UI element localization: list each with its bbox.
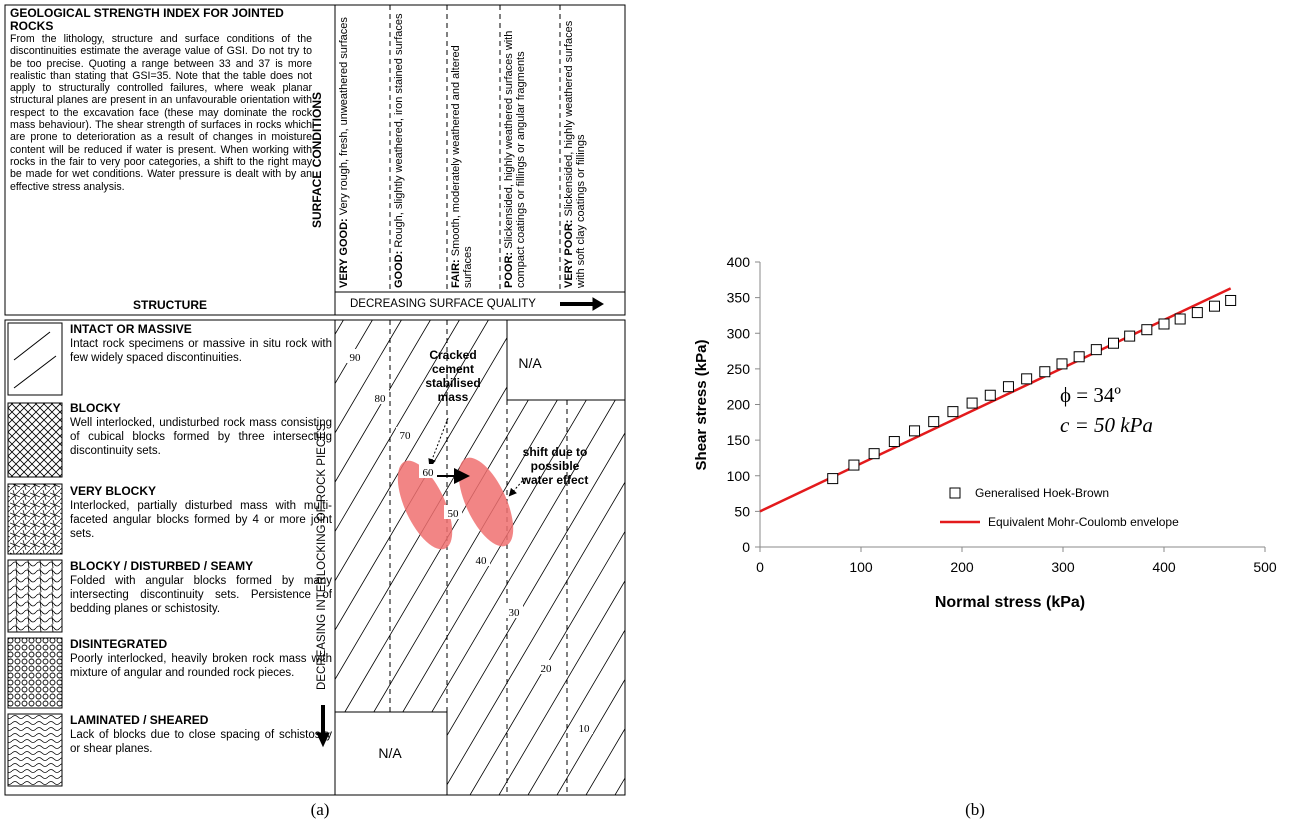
condition-name: FAIR: bbox=[450, 259, 462, 288]
point bbox=[985, 390, 995, 400]
point bbox=[828, 474, 838, 484]
caption: (b) bbox=[965, 800, 985, 819]
y-tick-label: 200 bbox=[727, 397, 751, 413]
structure-title: INTACT OR MASSIVE bbox=[70, 322, 332, 336]
legend-swatch bbox=[950, 488, 960, 498]
structure-text: Poorly interlocked, heavily broken rock … bbox=[70, 652, 332, 680]
structure-title: BLOCKY bbox=[70, 401, 332, 415]
x-tick-label: 200 bbox=[950, 559, 974, 575]
point bbox=[1003, 382, 1013, 392]
condition-text: Very rough, fresh, unweathered surfaces bbox=[338, 17, 350, 218]
surface-condition: VERY GOOD: Very rough, fresh, unweathere… bbox=[338, 8, 390, 288]
surface-condition: FAIR: Smooth, moderately weathered and a… bbox=[450, 8, 502, 288]
quality-label: DECREASING SURFACE QUALITY bbox=[350, 298, 536, 310]
gsi-description: From the lithology, structure and surfac… bbox=[10, 33, 312, 193]
structure-icons bbox=[8, 323, 62, 786]
y-tick-label: 150 bbox=[727, 432, 751, 448]
surface-condition: VERY POOR: Slickensided, highly weathere… bbox=[563, 8, 615, 288]
contour-line bbox=[586, 320, 865, 795]
point bbox=[929, 417, 939, 427]
x-tick-label: 0 bbox=[756, 559, 764, 575]
condition-name: POOR: bbox=[503, 252, 515, 288]
point bbox=[869, 449, 879, 459]
point bbox=[1109, 338, 1119, 348]
point bbox=[1192, 308, 1202, 318]
legend-label: Generalised Hoek-Brown bbox=[975, 486, 1109, 500]
na-label: N/A bbox=[378, 745, 402, 761]
condition-text: Smooth, moderately weathered and altered… bbox=[450, 45, 474, 288]
contour-label: 90 bbox=[350, 352, 362, 364]
structure-text: Lack of blocks due to close spacing of s… bbox=[70, 728, 332, 756]
x-tick-label: 100 bbox=[849, 559, 873, 575]
contour-label: 60 bbox=[423, 467, 435, 479]
condition-text: Rough, slightly weathered, iron stained … bbox=[393, 13, 405, 250]
point bbox=[1040, 367, 1050, 377]
y-tick-label: 250 bbox=[727, 361, 751, 377]
y-tick-label: 50 bbox=[734, 503, 750, 519]
point bbox=[1091, 345, 1101, 355]
structure-text: Folded with angular blocks formed by man… bbox=[70, 574, 332, 616]
condition-name: VERY POOR: bbox=[563, 220, 575, 288]
point bbox=[967, 398, 977, 408]
structure-title: DISINTEGRATED bbox=[70, 637, 332, 651]
y-tick-label: 300 bbox=[727, 325, 751, 341]
annotation: c = 50 kPa bbox=[1060, 413, 1153, 437]
surface-condition: POOR: Slickensided, highly weathered sur… bbox=[503, 8, 555, 288]
contour-label: 10 bbox=[579, 723, 591, 735]
point bbox=[1074, 352, 1084, 362]
y-tick-label: 100 bbox=[727, 468, 751, 484]
contour-label: 20 bbox=[541, 663, 553, 675]
point bbox=[889, 437, 899, 447]
surface-condition: GOOD: Rough, slightly weathered, iron st… bbox=[393, 8, 445, 288]
point bbox=[1057, 359, 1067, 369]
contour-label: 50 bbox=[448, 508, 460, 520]
y-tick-label: 350 bbox=[727, 290, 751, 306]
point bbox=[1210, 301, 1220, 311]
condition-text: Slickensided, highly weathered surfaces … bbox=[503, 31, 527, 288]
annotation: ϕ = 34º bbox=[1060, 383, 1121, 407]
point bbox=[1175, 314, 1185, 324]
structure-title: BLOCKY / DISTURBED / SEAMY bbox=[70, 559, 332, 573]
contour-label: 80 bbox=[375, 393, 387, 405]
structure-text: Well interlocked, undisturbed rock mass … bbox=[70, 416, 332, 458]
figure: N/A N/A (a) (b) Normal stress (kPa) Shea… bbox=[0, 0, 1292, 827]
contour-label: 70 bbox=[400, 430, 412, 442]
y-tick-label: 0 bbox=[742, 539, 750, 555]
point bbox=[1125, 331, 1135, 341]
x-tick-label: 500 bbox=[1253, 559, 1277, 575]
y-axis-title: Shear stress (kPa) bbox=[693, 340, 710, 471]
point bbox=[910, 426, 920, 436]
gsi-title: GEOLOGICAL STRENGTH INDEX FOR JOINTED RO… bbox=[10, 7, 310, 33]
contour-label: 40 bbox=[476, 555, 488, 567]
structure-text: Interlocked, partially disturbed mass wi… bbox=[70, 499, 332, 541]
point bbox=[1226, 295, 1236, 305]
condition-name: VERY GOOD: bbox=[338, 218, 350, 288]
na-label: N/A bbox=[518, 355, 542, 371]
x-tick-label: 300 bbox=[1051, 559, 1075, 575]
point bbox=[1022, 374, 1032, 384]
contour-label: 30 bbox=[509, 607, 521, 619]
annotation: shift due to possible water effect bbox=[515, 445, 595, 487]
y-tick-label: 400 bbox=[727, 254, 751, 270]
point bbox=[1142, 325, 1152, 335]
structure-label: STRUCTURE bbox=[5, 298, 335, 312]
condition-name: GOOD: bbox=[393, 251, 405, 288]
annotation: Cracked cement stabilised mass bbox=[420, 348, 486, 404]
point bbox=[948, 407, 958, 417]
x-axis-title: Normal stress (kPa) bbox=[935, 594, 1085, 611]
structure-title: LAMINATED / SHEARED bbox=[70, 713, 332, 727]
contour-line bbox=[644, 320, 923, 795]
structure-title: VERY BLOCKY bbox=[70, 484, 332, 498]
point bbox=[849, 460, 859, 470]
legend-label: Equivalent Mohr-Coulomb envelope bbox=[988, 515, 1179, 529]
x-tick-label: 400 bbox=[1152, 559, 1176, 575]
point bbox=[1159, 319, 1169, 329]
caption: (a) bbox=[311, 800, 330, 819]
surface-conditions-label: SURFACE CONDITIONS bbox=[310, 60, 324, 260]
contour-line bbox=[615, 320, 894, 795]
structure-text: Intact rock specimens or massive in situ… bbox=[70, 337, 332, 365]
